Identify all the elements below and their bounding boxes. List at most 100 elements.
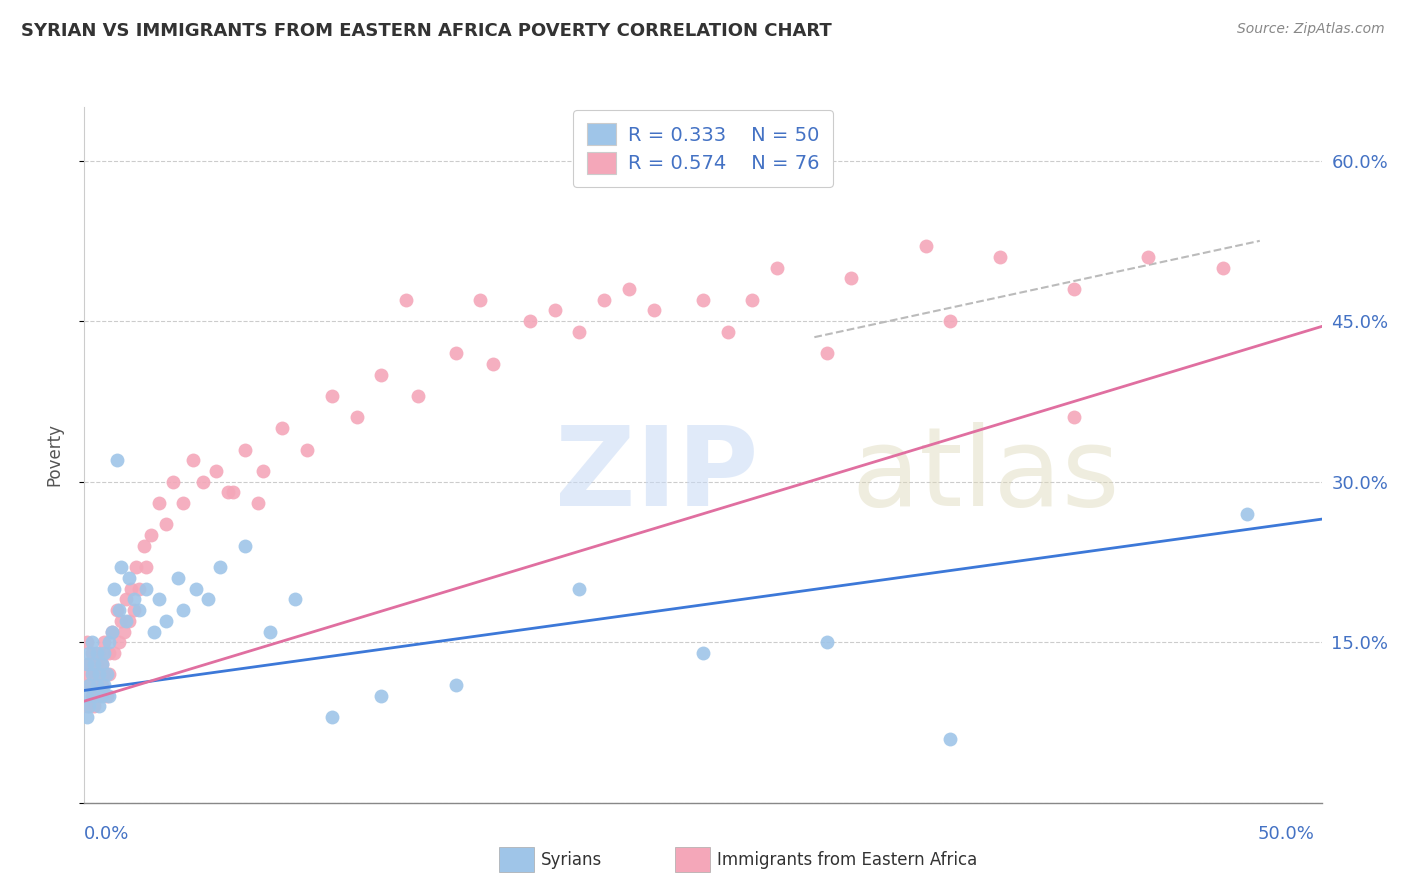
Point	[1063, 282, 1085, 296]
Point	[93, 667, 115, 681]
Point	[103, 582, 125, 596]
Point	[125, 560, 148, 574]
Point	[79, 699, 101, 714]
Point	[162, 475, 184, 489]
Text: atlas: atlas	[852, 422, 1121, 529]
Point	[79, 678, 101, 692]
Point	[593, 293, 616, 307]
Point	[86, 678, 108, 692]
Point	[1212, 260, 1234, 275]
Point	[181, 453, 204, 467]
Point	[76, 710, 98, 724]
Point	[89, 667, 111, 681]
Point	[108, 603, 131, 617]
Point	[76, 689, 98, 703]
Point	[346, 410, 368, 425]
Point	[89, 699, 111, 714]
Point	[766, 260, 789, 275]
Point	[100, 624, 122, 639]
Point	[118, 614, 141, 628]
Point	[167, 571, 190, 585]
Point	[444, 346, 467, 360]
Point	[110, 560, 132, 574]
Point	[80, 646, 103, 660]
Point	[568, 325, 591, 339]
Point	[98, 667, 121, 681]
Point	[617, 282, 640, 296]
Point	[519, 314, 541, 328]
Point	[115, 614, 138, 628]
Point	[284, 592, 307, 607]
Point	[939, 314, 962, 328]
Text: Syrians: Syrians	[541, 851, 603, 869]
Point	[692, 646, 714, 660]
Point	[122, 592, 145, 607]
Point	[76, 635, 98, 649]
Point	[118, 571, 141, 585]
Point	[1236, 507, 1258, 521]
Point	[128, 582, 150, 596]
Point	[370, 689, 392, 703]
Point	[939, 731, 962, 746]
Point	[470, 293, 492, 307]
Y-axis label: Poverty: Poverty	[45, 424, 63, 486]
Point	[90, 657, 112, 671]
Point	[321, 389, 343, 403]
Point	[321, 710, 343, 724]
Point	[83, 689, 105, 703]
Point	[128, 603, 150, 617]
Text: Immigrants from Eastern Africa: Immigrants from Eastern Africa	[717, 851, 977, 869]
Point	[692, 293, 714, 307]
Point	[172, 496, 194, 510]
Point	[98, 689, 121, 703]
Point	[86, 646, 108, 660]
Point	[80, 689, 103, 703]
Point	[543, 303, 565, 318]
Point	[481, 357, 503, 371]
Point	[93, 635, 115, 649]
Point	[93, 678, 115, 692]
Point	[197, 592, 219, 607]
Point	[110, 614, 132, 628]
Point	[100, 624, 122, 639]
Point	[148, 496, 170, 510]
Point	[115, 592, 138, 607]
Point	[988, 250, 1011, 264]
Point	[96, 689, 118, 703]
Point	[444, 678, 467, 692]
Point	[80, 667, 103, 681]
Point	[184, 582, 207, 596]
Point	[135, 560, 157, 574]
Point	[105, 453, 128, 467]
Point	[76, 699, 98, 714]
Point	[93, 646, 115, 660]
Point	[105, 603, 128, 617]
Point	[233, 442, 256, 457]
Point	[135, 582, 157, 596]
Point	[83, 657, 105, 671]
Point	[142, 624, 165, 639]
Point	[815, 346, 838, 360]
Point	[246, 496, 269, 510]
Point	[252, 464, 274, 478]
Point	[370, 368, 392, 382]
Point	[815, 635, 838, 649]
Point	[1137, 250, 1160, 264]
Text: ZIP: ZIP	[554, 422, 758, 529]
Point	[96, 667, 118, 681]
Point	[76, 667, 98, 681]
Point	[76, 657, 98, 671]
Point	[717, 325, 740, 339]
Point	[90, 678, 112, 692]
Point	[79, 678, 101, 692]
Point	[122, 603, 145, 617]
Point	[112, 624, 135, 639]
Text: SYRIAN VS IMMIGRANTS FROM EASTERN AFRICA POVERTY CORRELATION CHART: SYRIAN VS IMMIGRANTS FROM EASTERN AFRICA…	[21, 22, 832, 40]
Point	[259, 624, 281, 639]
Point	[103, 646, 125, 660]
Point	[155, 614, 177, 628]
Text: 50.0%: 50.0%	[1258, 825, 1315, 843]
Point	[217, 485, 239, 500]
Point	[79, 646, 101, 660]
Point	[233, 539, 256, 553]
